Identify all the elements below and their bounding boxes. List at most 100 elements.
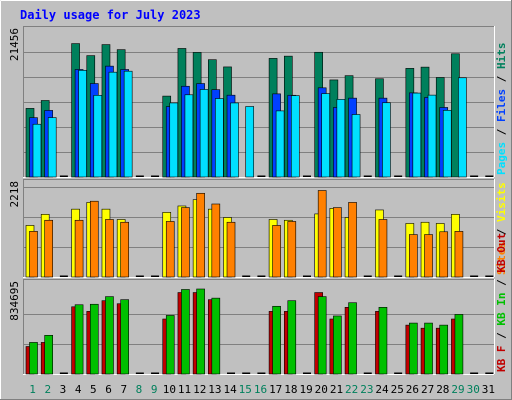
x-tick-label: 2 <box>44 383 51 396</box>
requests-panel: 21456 Pages / Files / Hits <box>8 26 508 178</box>
x-tick-label: 30 <box>467 383 480 396</box>
bar-empty <box>242 275 251 277</box>
bar-pages <box>275 110 285 178</box>
bar-kb-in <box>29 342 38 375</box>
x-tick-label: 17 <box>269 383 282 396</box>
bar-kb-in <box>181 289 190 375</box>
bar-pages <box>230 102 239 178</box>
legend-entry: Files <box>495 89 508 122</box>
bar-sites <box>44 219 53 278</box>
bar-empty <box>363 372 372 374</box>
x-tick-label: 21 <box>330 383 343 396</box>
legend-entry: KB F <box>495 346 508 373</box>
bar-empty <box>135 372 144 374</box>
bar-pages <box>321 93 330 178</box>
bar-sites <box>74 219 84 278</box>
bar-empty <box>394 175 403 177</box>
bar-empty <box>302 175 311 177</box>
bar-empty <box>227 372 236 374</box>
legend-entry: Pages <box>495 142 508 175</box>
legend-separator: / <box>495 273 508 293</box>
bar-sites <box>272 225 281 278</box>
bar-kb-in <box>287 300 297 375</box>
bar-pages <box>108 71 118 178</box>
bar-empty <box>257 275 266 277</box>
x-tick-label: 6 <box>105 383 112 396</box>
x-tick-label: 28 <box>436 383 449 396</box>
x-tick-label: 12 <box>193 383 206 396</box>
bar-sites <box>424 234 433 278</box>
x-tick-label: 18 <box>284 383 297 396</box>
legend-separator: / <box>495 222 508 242</box>
bar-empty <box>485 275 494 277</box>
bar-kb-in <box>333 315 342 375</box>
x-tick-label: 23 <box>360 383 373 396</box>
y-max-label: 21456 <box>8 28 21 61</box>
x-tick-label: 24 <box>375 383 389 396</box>
bar-sites <box>196 192 205 278</box>
day-labels: 1 2 3 4 5 6 7 8 9 10 11 12 13 14 15 16 17 18 19 20 21 22 23 24 2… <box>29 383 495 396</box>
x-tick-label: 29 <box>451 383 464 396</box>
x-tick-label: 3 <box>60 383 67 396</box>
bar-kb-in <box>165 315 175 375</box>
bar-empty <box>363 275 372 277</box>
legend-separator: / <box>495 122 508 142</box>
bar-pages <box>184 94 194 178</box>
bar-pages <box>32 123 42 178</box>
bar-kb-in <box>439 324 449 375</box>
bar-sites <box>226 221 236 278</box>
x-tick-label: 26 <box>406 383 419 396</box>
bar-pages <box>427 94 437 178</box>
bar-kb-in <box>409 322 418 375</box>
x-tick-label: 19 <box>299 383 312 396</box>
bar-sites <box>211 203 221 278</box>
chart-title: Daily usage for July 2023 <box>20 8 201 22</box>
legend: KB F / KB In / KB Out <box>495 233 508 372</box>
x-tick-label: 20 <box>315 383 328 396</box>
x-tick-label: 11 <box>178 383 191 396</box>
bar-pages <box>123 70 133 178</box>
legend: Pages / Files / Hits <box>495 43 508 176</box>
bar-kb-in <box>120 299 129 375</box>
bar-empty <box>485 372 494 374</box>
chart-panels: 21456 Pages / Files / Hits 2218 Sites / Vis… <box>8 26 508 375</box>
bar-kb-in <box>211 297 221 375</box>
bar-sites <box>181 207 190 278</box>
x-tick-label: 8 <box>136 383 143 396</box>
bar-pages <box>382 102 391 178</box>
bar-empty <box>470 275 479 277</box>
y-max-label: 834695 <box>8 281 21 321</box>
bar-empty <box>151 275 160 277</box>
bar-kb-in <box>89 303 99 375</box>
bar-kb-in <box>424 322 433 375</box>
bar-pages <box>412 92 422 178</box>
x-tick-label: 7 <box>120 383 127 396</box>
bar-kb-in <box>317 296 327 375</box>
bar-empty <box>135 275 144 277</box>
legend-entry: Visits <box>495 182 508 222</box>
bar-sites <box>333 207 342 278</box>
bar-pages <box>351 114 361 178</box>
x-tick-label: 5 <box>90 383 97 396</box>
bar-kb-in <box>44 335 53 375</box>
bar-sites <box>120 221 129 278</box>
x-tick-label: 13 <box>208 383 221 396</box>
legend-entry: KB In <box>495 293 508 326</box>
bar-empty <box>363 175 372 177</box>
x-tick-label: 31 <box>482 383 495 396</box>
bar-pages <box>245 106 255 178</box>
bar-pages <box>93 95 103 178</box>
legend-separator: / <box>495 69 508 89</box>
bar-kb-in <box>454 314 464 375</box>
bar-pages <box>215 98 224 178</box>
bar-empty <box>302 275 311 277</box>
bar-empty <box>257 175 266 177</box>
bar-pages <box>169 102 179 178</box>
bar-empty <box>470 372 479 374</box>
bar-sites <box>409 234 418 278</box>
visits-panel: 2218 Sites / Visits <box>8 179 508 278</box>
bar-sites <box>165 221 175 278</box>
bar-sites <box>439 231 449 278</box>
